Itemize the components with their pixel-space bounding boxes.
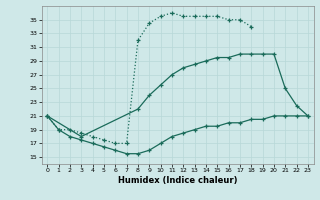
X-axis label: Humidex (Indice chaleur): Humidex (Indice chaleur) bbox=[118, 176, 237, 185]
